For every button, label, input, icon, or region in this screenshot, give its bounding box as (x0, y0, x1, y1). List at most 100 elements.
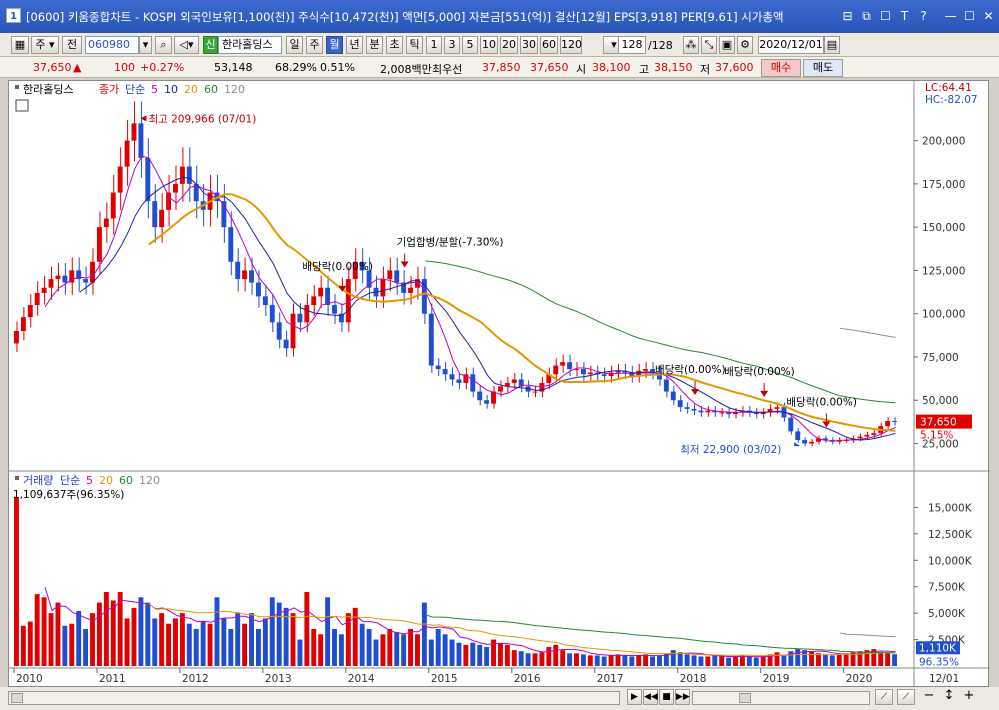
date-input[interactable]: 2020/12/01 (758, 36, 824, 54)
candle (304, 305, 310, 323)
candle (90, 261, 95, 283)
volume-legend-item: 60 (119, 474, 133, 487)
calendar-icon[interactable]: ▤ (824, 36, 840, 54)
count-input[interactable]: 128 (618, 36, 646, 54)
stock-code-input[interactable]: 060980 (85, 36, 139, 54)
candle (145, 157, 151, 202)
all-button[interactable]: 전 (62, 36, 82, 54)
split-icon[interactable]: ⊟ (842, 9, 853, 23)
current-price-box (916, 414, 972, 429)
x-tick-label: 2018 (680, 673, 707, 685)
market-select[interactable]: 주 ▾ (31, 36, 59, 54)
rewind-icon[interactable]: ◀◀ (643, 689, 658, 705)
grid-icon[interactable]: ⁂ (683, 36, 699, 54)
candle (546, 374, 552, 383)
layout-icon[interactable]: ▦ (11, 36, 29, 54)
speaker-icon[interactable]: ◁▾ (174, 36, 199, 54)
save-icon[interactable]: ☐ (880, 9, 891, 23)
period-button[interactable]: 월 (326, 36, 343, 54)
gear-icon[interactable]: ⚙ (737, 36, 753, 54)
stop-icon[interactable]: ■ (659, 689, 674, 705)
candle (705, 410, 711, 413)
volume-tick-label: 5,000K (928, 608, 966, 620)
search-icon[interactable]: ⌕ (155, 36, 172, 54)
period-button[interactable]: 일 (286, 36, 303, 54)
zoom-out-icon[interactable]: − (923, 688, 935, 703)
candle (27, 305, 33, 318)
zoom-icon[interactable]: ⤡ (701, 36, 717, 54)
ruler-icon[interactable]: ⟋ (897, 689, 915, 705)
current-volume-marker: 1,110K (919, 642, 957, 654)
link-icon[interactable]: ⧉ (862, 9, 871, 23)
candle (325, 287, 331, 306)
close-icon[interactable]: ✕ (983, 9, 994, 23)
volume-bar (802, 650, 808, 666)
help-icon[interactable]: ? (920, 9, 927, 23)
period-button[interactable]: 년 (346, 36, 363, 54)
candle (380, 279, 386, 297)
volume-bar (145, 602, 151, 666)
high-price: 38,150 (654, 61, 693, 74)
volume-bar (670, 650, 676, 666)
volume-legend-item: 120 (139, 474, 160, 487)
volume-bar (663, 653, 669, 666)
maximize-icon[interactable]: ☐ (964, 9, 975, 23)
x-tick-label: 2015 (431, 673, 458, 685)
interval-button[interactable]: 10 (480, 36, 498, 54)
candle (670, 391, 676, 401)
zoom-thumb[interactable] (739, 693, 751, 703)
event-arrow-icon (400, 261, 409, 268)
interval-button[interactable]: 20 (500, 36, 518, 54)
disk-icon[interactable]: ▣ (719, 36, 735, 54)
minimize-icon[interactable]: — (944, 9, 957, 23)
candle (83, 279, 89, 283)
zoom-in-icon[interactable]: + (963, 688, 975, 703)
stock-chart[interactable]: 200,000 175,000 150,000 125,000 100,000 75,00… (9, 81, 990, 688)
turnover-ratio: 0.51% (320, 61, 355, 74)
volume-bar (532, 653, 538, 666)
fast-forward-icon[interactable]: ▶▶ (675, 689, 690, 705)
interval-button[interactable]: 60 (540, 36, 558, 54)
volume-bar (20, 625, 26, 666)
interval-button[interactable]: 120 (560, 36, 582, 54)
period-button[interactable]: 초 (386, 36, 403, 54)
candle (871, 433, 877, 435)
chart-area[interactable]: 200,000 175,000 150,000 125,000 100,000 75,00… (8, 80, 990, 688)
candle (463, 374, 469, 383)
trend-line-icon[interactable]: ⟋ (875, 689, 893, 705)
interval-button[interactable]: 3 (444, 36, 460, 54)
zoom-track[interactable] (692, 691, 870, 705)
interval-button[interactable]: 1 (426, 36, 442, 54)
period-button[interactable]: 틱 (406, 36, 423, 54)
text-icon[interactable]: T (900, 9, 909, 23)
interval-button[interactable]: 30 (520, 36, 538, 54)
candle (587, 372, 593, 375)
code-dropdown-icon[interactable]: ▾ (139, 36, 152, 54)
volume-bar (767, 654, 773, 666)
candle (124, 140, 130, 167)
best-bid-label: 최우선 (432, 63, 463, 76)
interval-button[interactable]: 5 (462, 36, 478, 54)
sell-button[interactable]: 매도 (803, 59, 843, 77)
candle (96, 227, 102, 262)
volume-bar (746, 656, 752, 666)
scrollbar-left-icon[interactable] (11, 693, 23, 703)
volume-bar (608, 655, 614, 666)
period-button[interactable]: 주 (306, 36, 323, 54)
candle (242, 270, 248, 280)
buy-button[interactable]: 매수 (761, 59, 801, 77)
candle (636, 370, 642, 376)
volume-bar (359, 623, 365, 666)
candle (166, 192, 172, 210)
scroll-right-icon[interactable]: ▶ (627, 689, 642, 705)
period-button[interactable]: 분 (366, 36, 383, 54)
candle (428, 313, 434, 366)
candle (470, 374, 476, 392)
candle (650, 369, 656, 373)
volume-bar (629, 656, 635, 666)
scrollbar-track[interactable] (8, 691, 620, 705)
volume-bar (276, 602, 282, 666)
volume-bar (864, 650, 870, 666)
ma10-line (79, 176, 896, 441)
scale-icon[interactable]: ↕ (943, 688, 955, 703)
